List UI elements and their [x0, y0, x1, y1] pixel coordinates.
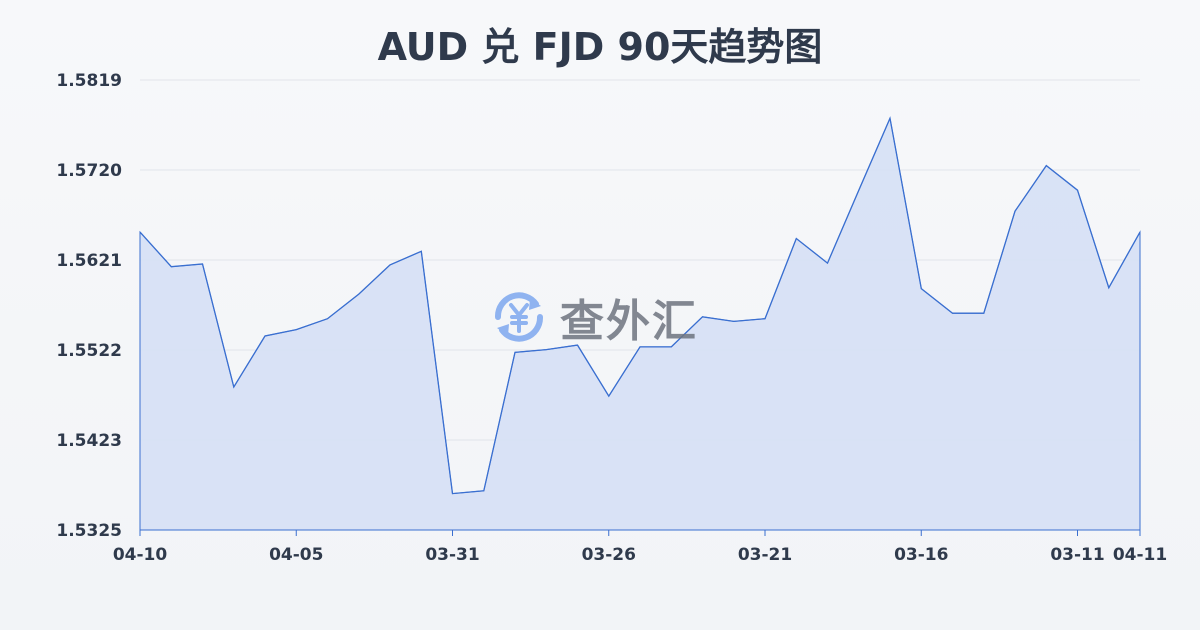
watermark: 查外汇	[488, 285, 698, 349]
y-tick-label: 1.5720	[56, 161, 122, 181]
y-tick-label: 1.5819	[56, 71, 122, 91]
x-tick-label: 04-10	[113, 545, 168, 565]
x-tick-label: 03-21	[738, 545, 792, 565]
yen-exchange-icon	[494, 292, 544, 342]
y-tick-label: 1.5423	[56, 431, 122, 451]
y-tick-label: 1.5621	[56, 251, 122, 271]
y-tick-label: 1.5325	[56, 521, 122, 541]
watermark-text: 查外汇	[560, 296, 698, 347]
x-tick-label: 04-11	[1113, 545, 1167, 565]
x-tick-label: 03-16	[894, 545, 948, 565]
x-tick-label: 03-26	[582, 545, 636, 565]
chart-title: AUD 兑 FJD 90天趋势图	[377, 25, 823, 69]
x-tick-label: 03-31	[425, 545, 479, 565]
y-tick-label: 1.5522	[56, 341, 122, 361]
x-tick-label: 04-05	[269, 545, 323, 565]
x-tick-label: 03-11	[1050, 545, 1104, 565]
